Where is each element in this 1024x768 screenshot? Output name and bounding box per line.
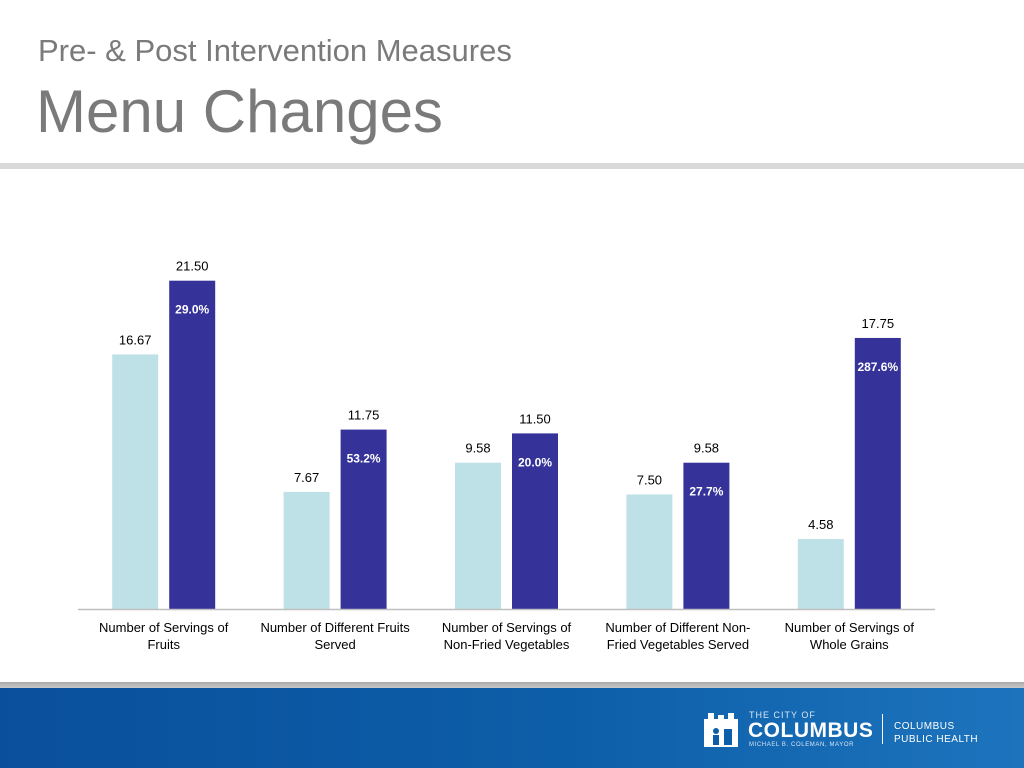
bar-series-2-2	[340, 429, 387, 609]
value-label-series-1-4: 7.50	[637, 472, 662, 487]
slide-title: Menu Changes	[36, 78, 443, 145]
slide-subtitle: Pre- & Post Intervention Measures	[38, 33, 512, 68]
public-health-label: COLUMBUS PUBLIC HEALTH	[894, 720, 978, 746]
value-label-series-2-5: 17.75	[862, 316, 895, 331]
value-label-series-1-1: 16.67	[119, 332, 152, 347]
bar-series-1-5	[797, 539, 844, 609]
public-health-line-2: PUBLIC HEALTH	[894, 734, 979, 745]
category-label-5-line-2: Whole Grains	[810, 637, 889, 652]
change-label-1: 29.0%	[175, 303, 209, 317]
category-label-2-line-2: Served	[314, 637, 355, 652]
bar-series-1-4	[626, 494, 673, 609]
bar-series-2-5	[854, 337, 901, 609]
bar-series-2-3	[512, 433, 558, 609]
category-label-1-line-2: Fruits	[147, 637, 180, 652]
title-divider	[0, 163, 1024, 169]
city-of-columbus-logo-icon	[704, 713, 738, 747]
category-label-5-line-1: Number of Servings of	[785, 620, 915, 635]
value-label-series-1-5: 4.58	[808, 517, 833, 532]
logo-city-of-text: THE CITY OF	[749, 710, 816, 720]
logo-columbus-text: COLUMBUS	[748, 719, 874, 742]
category-label-3-line-1: Number of Servings of	[442, 620, 572, 635]
value-label-series-1-3: 9.58	[465, 441, 490, 456]
category-label-4-line-1: Number of Different Non-	[605, 620, 750, 635]
category-label-1-line-1: Number of Servings of	[99, 620, 229, 635]
category-label-3-line-2: Non-Fried Vegetables	[444, 637, 570, 652]
value-label-series-2-4: 9.58	[694, 441, 719, 456]
value-label-series-1-2: 7.67	[294, 470, 319, 485]
logo-divider	[882, 714, 883, 744]
change-label-3: 20.0%	[518, 455, 552, 469]
footer-band: THE CITY OF COLUMBUS MICHAEL B. COLEMAN,…	[0, 688, 1024, 768]
category-label-4-line-2: Fried Vegetables Served	[607, 637, 749, 652]
change-label-2: 53.2%	[347, 452, 381, 466]
change-label-4: 27.7%	[689, 485, 723, 499]
value-label-series-2-2: 11.75	[348, 408, 380, 423]
city-logo: THE CITY OF COLUMBUS MICHAEL B. COLEMAN,…	[704, 710, 1004, 750]
bar-series-1-3	[455, 462, 501, 609]
bar-series-1-2	[283, 491, 330, 609]
logo-mayor-text: MICHAEL B. COLEMAN, MAYOR	[749, 742, 855, 748]
footer-divider	[0, 682, 1024, 688]
bar-chart: 16.67 21.50 29.0% Number of Servings of Frui…	[78, 259, 935, 652]
value-label-series-2-3: 11.50	[519, 411, 551, 426]
bar-series-2-4	[683, 462, 730, 609]
bar-series-1-1	[112, 354, 159, 609]
bar-series-2-1	[169, 280, 216, 609]
category-label-2-line-1: Number of Different Fruits	[260, 620, 410, 635]
change-label-5: 287.6%	[857, 360, 898, 374]
value-label-series-2-1: 21.50	[176, 259, 209, 274]
public-health-line-1: COLUMBUS	[894, 721, 955, 732]
